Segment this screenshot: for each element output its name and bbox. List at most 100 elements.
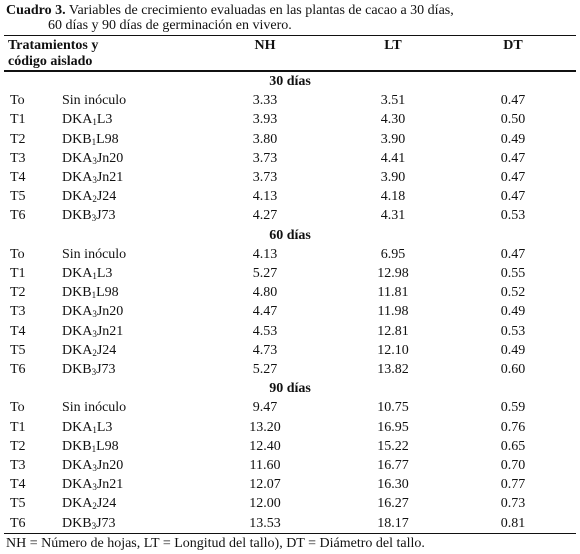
caption: Cuadro 3. Variables de crecimiento evalu…: [6, 2, 454, 19]
code-part: 3: [91, 367, 97, 377]
cell-lt: 16.27: [377, 496, 409, 512]
treatment: T6: [10, 208, 26, 224]
cell-dt: 0.47: [500, 150, 526, 166]
cell-dt: 0.76: [500, 419, 526, 435]
cell-dt: 0.47: [500, 93, 526, 109]
treatment: To: [10, 246, 25, 262]
code: DKA3Jn21: [62, 476, 123, 493]
cell-lt: 4.30: [380, 112, 406, 128]
treatment: T2: [10, 285, 26, 301]
code-part: 1: [91, 290, 97, 301]
code-part: 3: [92, 309, 97, 320]
code-part: DKA: [62, 458, 93, 473]
code-part: DKA: [62, 170, 93, 185]
cell-nh: 3.73: [252, 170, 278, 185]
cell-nh: 3.93: [252, 112, 278, 128]
cell-nh: 4.80: [252, 285, 278, 301]
code: DKA3Jn21: [62, 169, 123, 186]
cell-nh: 3.73: [252, 150, 278, 166]
cell-nh: 13.53: [249, 515, 281, 531]
cell-nh: 12.00: [249, 496, 281, 512]
cell-nh: 4.53: [252, 323, 278, 339]
caption-line: 60 días y 90 días de germinación en vive…: [48, 18, 292, 33]
header-rule: [4, 70, 576, 72]
code-part: Sin inóculo: [62, 400, 127, 416]
section-label: 90 días: [269, 381, 311, 397]
cell-lt: 11.98: [377, 304, 409, 320]
caption-label: Cuadro 3.: [6, 3, 66, 18]
code-part: DKA: [62, 496, 93, 512]
code-part: 2: [92, 501, 97, 512]
code: DKA2J24: [62, 495, 116, 512]
cell-nh: 4.27: [252, 208, 278, 224]
cell-lt: 15.22: [377, 438, 409, 454]
code-part: Jn21: [96, 170, 124, 185]
cell-nh: 3.33: [252, 93, 278, 109]
cell-nh: 12.07: [249, 477, 281, 493]
cell-lt: 12.10: [377, 342, 409, 358]
treatment: T3: [10, 458, 26, 473]
code-part: DKA: [62, 477, 93, 493]
treatment: T5: [10, 189, 26, 205]
code-part: DKA: [62, 304, 93, 320]
code-part: 3: [92, 155, 97, 166]
cell-dt: 0.47: [500, 170, 526, 185]
cell-nh: 4.13: [252, 189, 278, 205]
cell-lt: 13.82: [377, 362, 409, 377]
cell-nh: 4.73: [252, 342, 278, 358]
cell-dt: 0.49: [500, 131, 526, 147]
code-part: DKA: [62, 189, 93, 205]
cell-lt: 3.90: [380, 131, 406, 147]
code-part: Sin inóculo: [62, 93, 127, 109]
code: DKA3Jn20: [62, 150, 123, 167]
code-part: 3: [92, 328, 97, 339]
code: DKA1L3: [62, 111, 112, 128]
cell-dt: 0.77: [500, 477, 526, 493]
treatment: T1: [10, 112, 26, 128]
code: DKA3Jn21: [62, 323, 123, 340]
treatment: T3: [10, 304, 26, 320]
cell-dt: 0.60: [500, 362, 526, 377]
code-part: DKB: [62, 515, 92, 531]
footnote: NH = Número de hojas, LT = Longitud del …: [6, 536, 425, 551]
code-part: 1: [91, 136, 97, 147]
cell-dt: 0.81: [500, 515, 526, 531]
code-part: 1: [92, 271, 97, 281]
code: DKA3Jn20: [62, 457, 123, 474]
cell-lt: 16.77: [377, 458, 409, 473]
cell-nh: 11.60: [249, 458, 281, 473]
cell-dt: 0.53: [500, 208, 526, 224]
code-part: 3: [92, 175, 97, 185]
cell-dt: 0.55: [500, 266, 526, 281]
code-part: 2: [92, 194, 97, 205]
cell-dt: 0.52: [500, 285, 526, 301]
bottom-rule: [4, 533, 576, 534]
cell-lt: 3.51: [380, 93, 406, 109]
code-part: DKB: [62, 131, 92, 147]
code-part: L98: [96, 285, 119, 301]
cell-nh: 4.13: [252, 246, 278, 262]
top-rule: [4, 35, 576, 36]
code: DKB1L98: [62, 131, 119, 148]
header: código aislado: [8, 54, 93, 69]
cell-nh: 5.27: [252, 362, 278, 377]
treatment: T2: [10, 131, 26, 147]
cell-lt: 4.18: [380, 189, 406, 205]
cell-lt: 4.41: [380, 150, 406, 166]
cell-nh: 5.27: [252, 266, 278, 281]
cell-lt: 16.30: [377, 477, 409, 493]
cell-lt: 6.95: [380, 246, 406, 262]
code-part: Jn20: [96, 458, 124, 473]
cell-nh: 4.47: [252, 304, 278, 320]
code-part: 2: [92, 347, 97, 358]
cell-dt: 0.47: [500, 246, 526, 262]
cell-dt: 0.50: [500, 112, 526, 128]
cell-lt: 11.81: [377, 285, 409, 301]
code-part: 3: [92, 482, 97, 493]
code: DKA3Jn20: [62, 303, 123, 320]
cell-lt: 18.17: [377, 515, 409, 531]
code-part: DKA: [62, 419, 93, 435]
code-part: Sin inóculo: [62, 246, 127, 262]
code-part: Jn20: [96, 304, 124, 320]
cell-dt: 0.49: [500, 304, 526, 320]
